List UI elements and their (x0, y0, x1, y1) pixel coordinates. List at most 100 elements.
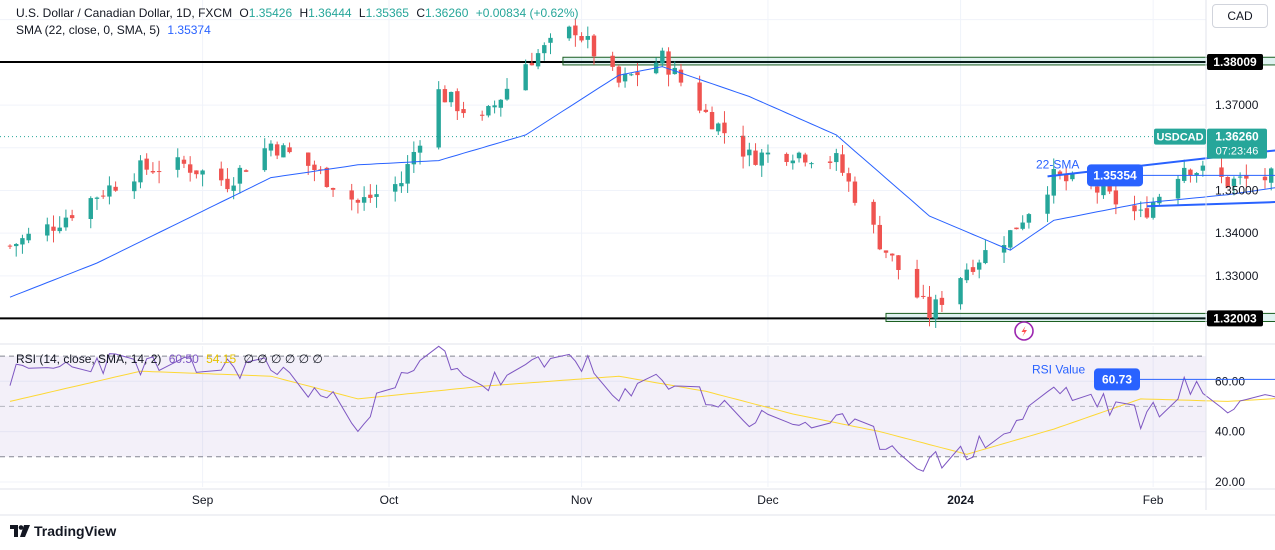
rsi-legend-value: 60.50 (168, 352, 199, 366)
candle-body (1107, 182, 1112, 192)
candle-body (803, 154, 808, 163)
candle-body (523, 64, 528, 91)
candle-body (287, 147, 292, 153)
currency-button[interactable]: CAD (1212, 4, 1268, 28)
channel-lower-line (1146, 201, 1275, 208)
candle-body (448, 91, 454, 103)
candle-body (1063, 174, 1069, 182)
candle-body (759, 152, 764, 166)
candle-body (877, 224, 882, 250)
candle-body (1175, 178, 1181, 199)
candle-body (268, 143, 274, 151)
candle-body (852, 181, 858, 203)
candle-body (324, 167, 330, 187)
replay-icon[interactable] (1014, 321, 1034, 341)
candle-body (703, 109, 709, 112)
sma-annotation-box (1087, 164, 1143, 187)
candle-body (57, 227, 62, 232)
candle-body (455, 91, 460, 112)
time-tick-label: Nov (571, 493, 592, 507)
candle-body (20, 238, 25, 245)
footer-brand[interactable]: TradingView (10, 523, 116, 539)
price-labels: 1.38009 1.32003 USDCAD 1.36260 07:23:46 22-SM… (0, 53, 1275, 391)
candle-body (846, 173, 851, 182)
support-resistance-levels (0, 56, 1275, 323)
candle-body (225, 178, 230, 190)
rsi-annotation-value: 60.73 (1102, 372, 1132, 386)
candle-body (1026, 214, 1032, 223)
candle-body (94, 197, 100, 199)
candle-body (678, 69, 684, 83)
rsi-lines (9, 345, 1275, 472)
candle-body (1244, 175, 1249, 179)
rsi-annotation-box (1094, 368, 1140, 391)
support-zone (885, 312, 1275, 323)
rsi-annotation-label: RSI Value (1032, 362, 1085, 376)
candle-body (1144, 208, 1150, 218)
candle-body (51, 226, 56, 231)
candle-body (883, 250, 889, 253)
candle-body (69, 215, 75, 219)
candle-body (591, 35, 597, 57)
candle-body (349, 190, 354, 200)
candle-body (26, 233, 31, 241)
candle-body (827, 161, 833, 163)
candle-body (660, 50, 665, 64)
candle-body (1150, 202, 1156, 218)
candle-body (194, 170, 199, 175)
candle-body (113, 186, 118, 191)
rsi-tick-label: 20.00 (1215, 475, 1245, 489)
rsi-line (9, 345, 1275, 472)
candle-body (281, 145, 286, 158)
rsi-sma-legend-value: 54.15 (206, 352, 237, 366)
candle-body (958, 278, 963, 305)
brand-name: TradingView (34, 523, 117, 539)
candle-body (399, 183, 404, 187)
price-tick-label: 1.35000 (1215, 183, 1259, 197)
time-tick-label: Dec (757, 493, 778, 507)
rsi-legend-empty: ∅ ∅ ∅ ∅ ∅ ∅ (243, 352, 323, 366)
sma-line (9, 66, 1275, 298)
candle-body (914, 268, 920, 298)
candle-body (138, 160, 143, 183)
candle-body (156, 171, 162, 173)
sma-annotation-value: 1.35354 (1093, 168, 1137, 182)
candle-body (765, 152, 771, 155)
candle-body (436, 89, 441, 148)
candle-body (1008, 230, 1013, 248)
price-tick-label: 1.33000 (1215, 269, 1259, 283)
candle-body (890, 253, 895, 256)
rsi-legend-label: RSI (14, close, SMA, 14, 2) (16, 352, 162, 366)
candle-body (498, 99, 504, 108)
candle-body (722, 122, 727, 134)
candle-body (1001, 245, 1007, 253)
candle-body (927, 296, 932, 319)
candle-body (355, 199, 361, 203)
sma-annotation-label: 22-SMA (1036, 157, 1079, 171)
candle-body (144, 158, 149, 170)
time-tick-label: Sep (192, 493, 214, 507)
candle-body (1101, 185, 1106, 196)
candle-body (790, 160, 796, 164)
time-tick-label: 2024 (947, 493, 974, 507)
candle-body (231, 185, 236, 191)
ohlc-low: L1.35365 (358, 6, 409, 20)
candle-body (809, 163, 814, 165)
candle-body (63, 217, 69, 228)
candle-body (871, 201, 876, 225)
channel-upper-line (1047, 149, 1275, 178)
ohlc-change: +0.00834 (+0.62%) (475, 6, 579, 20)
candle-body (504, 88, 510, 100)
candle-body (747, 149, 752, 156)
rsi-band (0, 355, 1206, 458)
resistance-zone (562, 56, 1275, 66)
candle-body (939, 297, 945, 305)
candle-body (187, 164, 193, 173)
symbol-title: U.S. Dollar / Canadian Dollar, 1D, FXCM (16, 6, 233, 20)
candle-body (492, 105, 497, 108)
candle-body (479, 114, 485, 116)
candle-body (7, 245, 13, 247)
candle-body (1051, 169, 1056, 196)
candle-body (1132, 205, 1137, 212)
